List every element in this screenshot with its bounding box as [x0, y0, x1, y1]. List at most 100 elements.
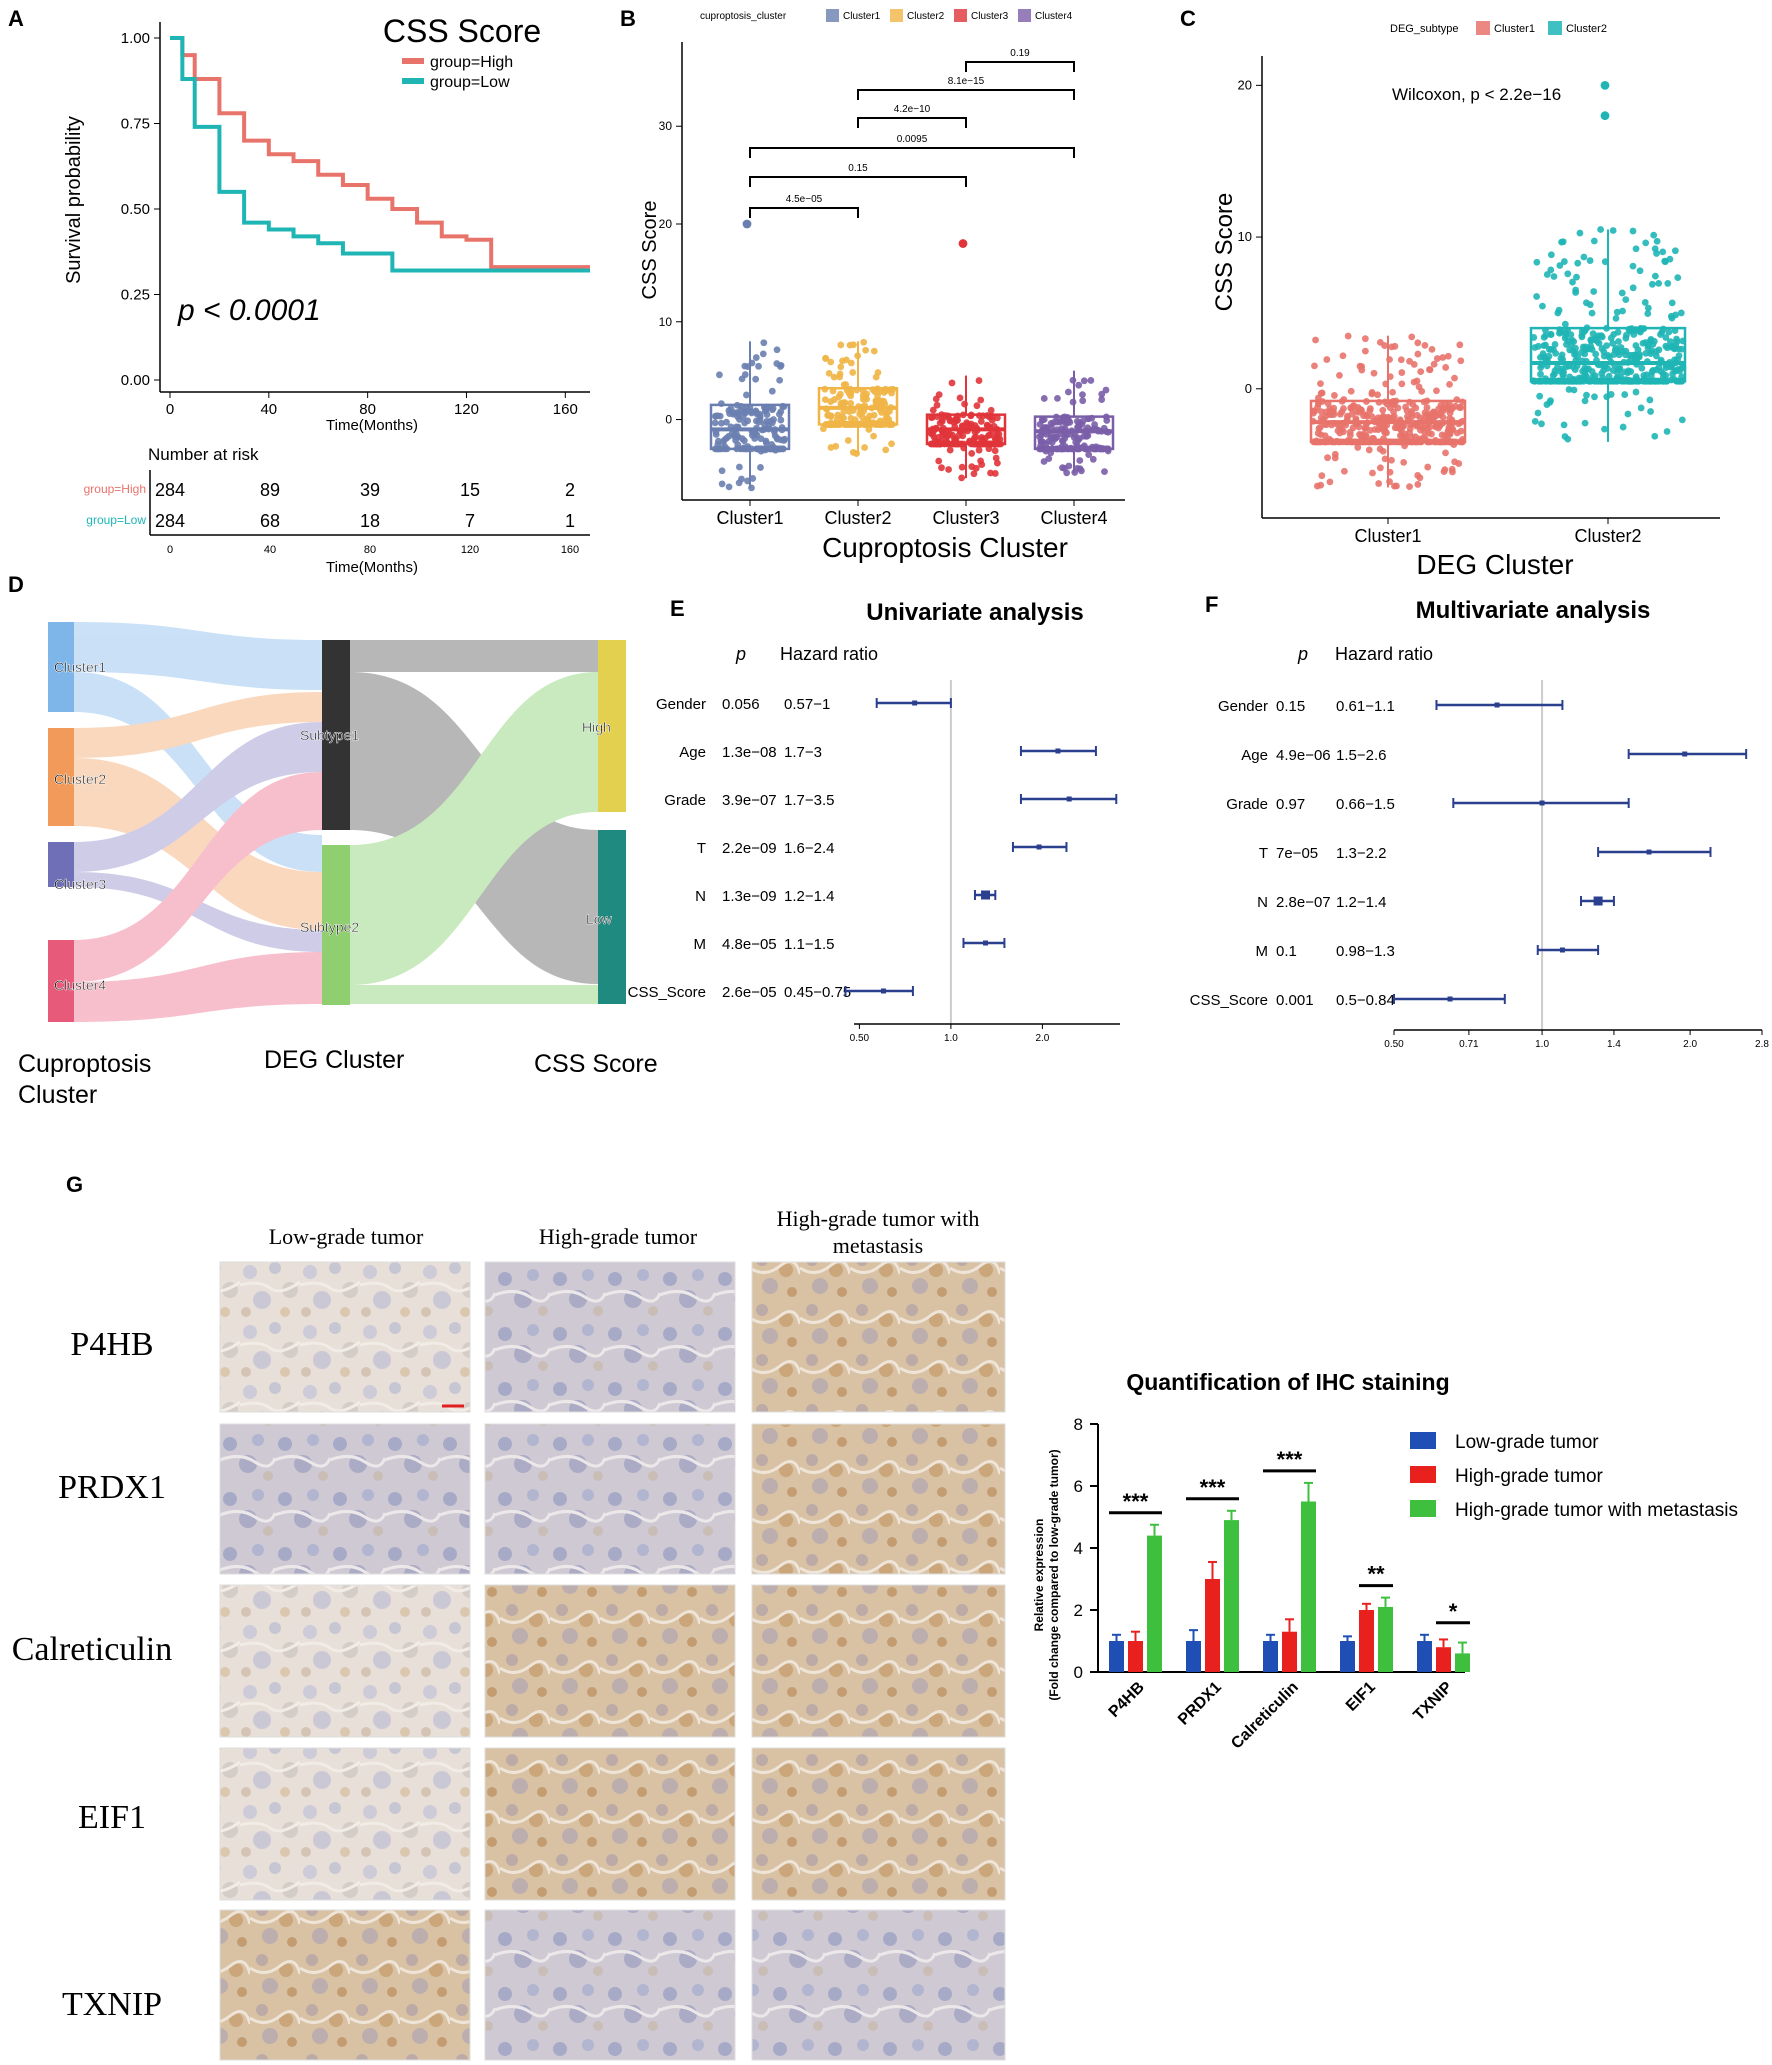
panel-d: D Cluster1 Cluster2 Cluster3	[8, 572, 658, 1109]
bar-sig-stars: ***	[1277, 1447, 1303, 1472]
b-bracket-pvalue: 0.19	[1010, 48, 1030, 59]
c-point	[1555, 306, 1563, 314]
bar-xcat-label: PRDX1	[1175, 1679, 1225, 1729]
panel-c: C DEG_subtype Cluster1 Cluster2 0 10 20 CSS…	[1180, 6, 1720, 580]
c-point	[1330, 408, 1337, 416]
b-point	[849, 369, 857, 376]
c-point	[1379, 447, 1387, 455]
b-point	[711, 419, 719, 427]
b-x-label: Cuproptosis Cluster	[822, 532, 1068, 563]
bar-prdx1-2	[1205, 1579, 1220, 1672]
bar-calreticulin-3	[1301, 1501, 1316, 1672]
c-point	[1542, 332, 1549, 340]
ihc-col-meta-line2: metastasis	[833, 1233, 923, 1258]
risk-row-low: 284 68 18 7 1	[155, 511, 575, 531]
e-estimate	[1036, 844, 1042, 850]
ihc-image-eif1-1	[219, 1747, 471, 1901]
c-point	[1663, 428, 1671, 435]
b-point	[946, 446, 954, 454]
c-point	[1403, 413, 1411, 420]
c-point	[1650, 231, 1658, 239]
b-legend: Cluster1 Cluster2 Cluster3 Cluster4	[826, 9, 1073, 22]
c-point	[1428, 346, 1436, 353]
c-stat-label: Wilcoxon, p < 2.2e−16	[1392, 85, 1561, 104]
c-point	[1339, 352, 1347, 360]
c-point	[1533, 293, 1541, 300]
b-point	[756, 413, 764, 420]
b-point	[842, 381, 850, 388]
c-point	[1629, 262, 1637, 270]
c-point	[1668, 299, 1676, 307]
c-point	[1363, 412, 1371, 420]
flow-s2-low	[350, 985, 598, 1004]
b-point	[753, 431, 761, 439]
b-bracket-pvalue: 0.0095	[897, 134, 928, 145]
c-point	[1540, 342, 1548, 349]
c-point	[1383, 400, 1391, 408]
c-point	[1556, 262, 1564, 269]
b-point	[1102, 386, 1110, 394]
b-point	[851, 416, 859, 424]
b-point	[822, 354, 830, 362]
c-point	[1451, 458, 1459, 466]
risk-high-count: 284	[155, 480, 185, 500]
b-point	[977, 418, 985, 425]
risk-high-count: 89	[260, 480, 280, 500]
b-point	[717, 419, 725, 427]
c-point	[1619, 423, 1627, 431]
c-legend-swatch	[1476, 21, 1490, 35]
b-point	[883, 410, 890, 417]
c-x-label: DEG Cluster	[1416, 549, 1573, 580]
bar-bars: ************	[1109, 1447, 1470, 1672]
c-point	[1344, 332, 1352, 340]
ihc-row-label: EIF1	[78, 1799, 146, 1836]
c-point	[1314, 429, 1322, 437]
b-significance-brackets: 0.19 8.1e−15 4.2e−10 0.0095 0.15 4.5e−05	[749, 48, 1075, 218]
b-point	[738, 375, 746, 383]
c-point	[1417, 368, 1425, 376]
b-point	[840, 408, 848, 416]
c-point	[1604, 352, 1612, 359]
f-row-ci: 0.66−1.5	[1336, 796, 1395, 813]
b-point	[958, 463, 966, 471]
c-point	[1534, 409, 1542, 417]
c-point	[1416, 414, 1424, 422]
c-point	[1406, 483, 1413, 491]
b-y-ticks: 0 10 20 30	[659, 119, 682, 427]
f-row-ci: 1.3−2.2	[1336, 845, 1386, 862]
c-point	[1648, 280, 1656, 288]
b-bracket	[965, 61, 1075, 72]
c-point	[1638, 364, 1646, 372]
ihc-row-label: PRDX1	[58, 1469, 166, 1506]
b-point	[935, 434, 942, 441]
km-xtick-label: 0	[166, 401, 174, 418]
b-point	[752, 407, 760, 415]
c-point	[1552, 349, 1560, 357]
flow-c3-s2	[74, 872, 322, 952]
bar-legend-high-swatch	[1410, 1466, 1436, 1483]
c-point	[1609, 227, 1617, 234]
b-ytick-label: 0	[665, 413, 672, 427]
f-estimate	[1539, 800, 1545, 806]
b-point	[858, 413, 866, 421]
c-point	[1323, 356, 1331, 363]
c-ytick-label: 0	[1245, 381, 1252, 396]
b-point	[847, 399, 855, 407]
sankey-label-cluster1: Cluster1	[54, 659, 106, 675]
e-row-name: N	[695, 888, 706, 905]
bar-title: Quantification of IHC staining	[1126, 1369, 1449, 1395]
c-ytick-label: 20	[1238, 77, 1252, 92]
c-point	[1551, 341, 1559, 348]
flow-c3-s1	[74, 722, 322, 872]
sankey-node-cluster3	[48, 842, 74, 887]
b-legend-label: Cluster3	[971, 11, 1009, 22]
b-point	[824, 411, 832, 419]
c-point	[1398, 380, 1406, 388]
b-point	[975, 377, 983, 384]
c-point	[1672, 341, 1680, 349]
sankey-label-cluster2: Cluster2	[54, 771, 106, 787]
c-point	[1667, 338, 1674, 346]
b-point	[1091, 421, 1098, 428]
c-point	[1615, 338, 1622, 345]
